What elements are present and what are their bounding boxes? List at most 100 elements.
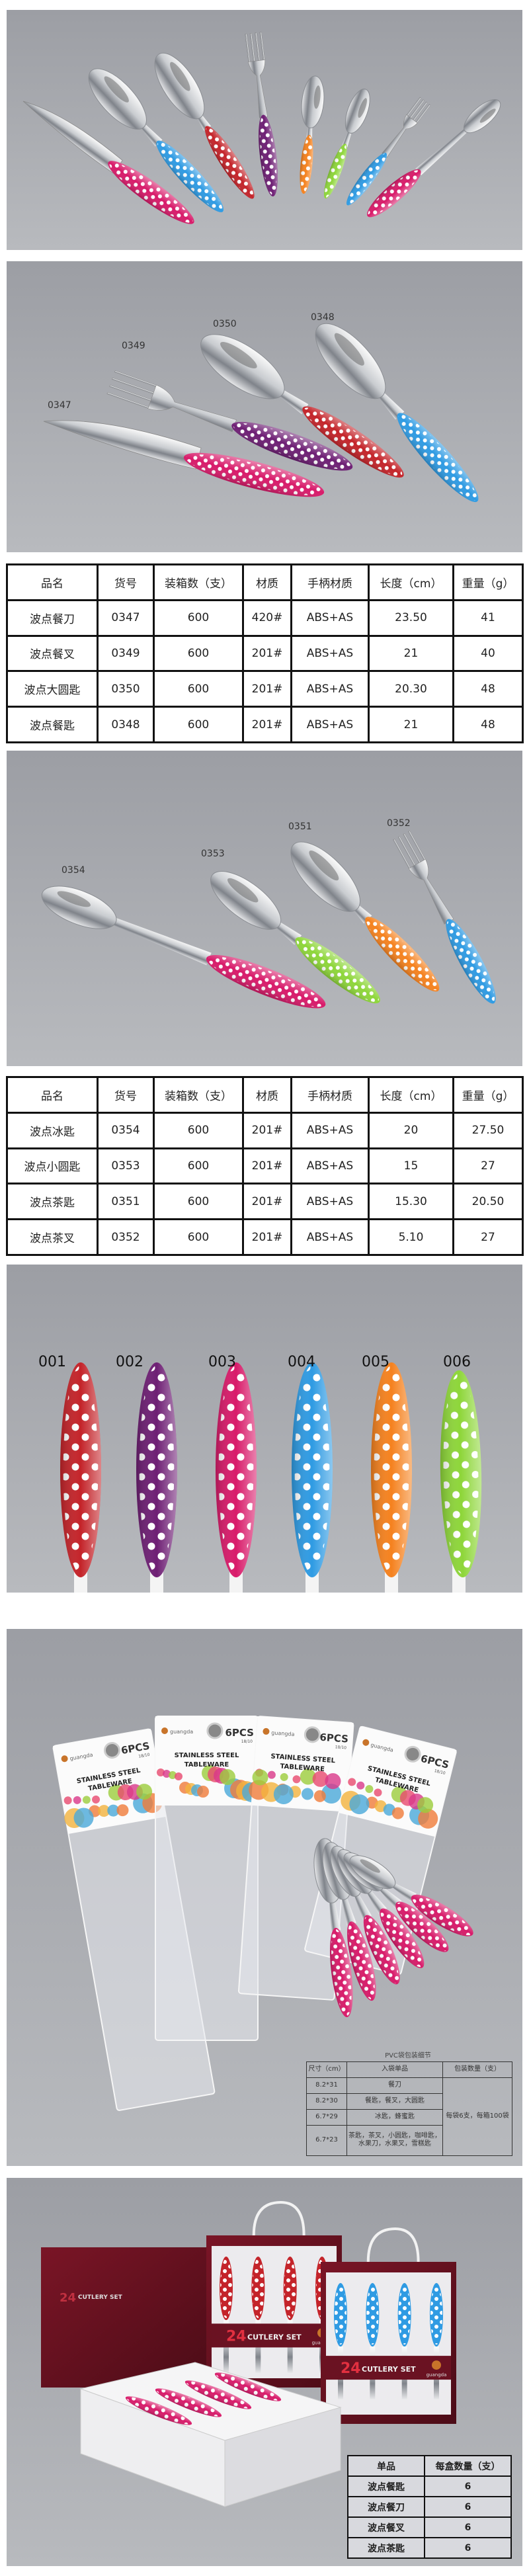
handle-005: [371, 1362, 412, 1577]
column-header: 长度（cm）: [368, 1076, 454, 1114]
table-cell: 5.10: [368, 1218, 454, 1256]
table-cell: ABS+AS: [290, 1183, 370, 1221]
spoon-bowl: [200, 334, 285, 399]
serving-spoon-red: [154, 52, 255, 199]
table-cell: 20: [368, 1111, 454, 1149]
label-0353: 0353: [201, 849, 225, 859]
column-header: 品名: [6, 1076, 99, 1114]
knife-0347: [43, 420, 325, 497]
table-cell: 6: [424, 2496, 512, 2518]
knife-pink: [22, 101, 194, 224]
table-cell: 23.50: [368, 599, 454, 637]
table-cell: 波点餐叉: [6, 634, 99, 673]
spoon-bowl: [41, 886, 117, 929]
spoon-bowl: [464, 99, 501, 134]
table-cell: 420#: [242, 599, 292, 637]
box-label-band: [326, 2356, 451, 2380]
table-cell: 0352: [97, 1218, 155, 1256]
bag-brand: guangda: [271, 1729, 295, 1737]
table-cell: ABS+AS: [290, 634, 370, 673]
spoon-blue: [88, 68, 224, 212]
photo-dinner-set: [7, 261, 522, 552]
spoon-bowl: [345, 89, 370, 134]
table-cell: 201#: [242, 706, 292, 743]
hang-hole-icon: [304, 1726, 321, 1743]
table-cell: 6: [424, 2537, 512, 2559]
hang-hole-icon: [103, 1742, 120, 1759]
carry-handle-icon: [252, 2200, 305, 2236]
table-row: 波点餐叉 6: [347, 2516, 512, 2538]
bundled-spoon: [349, 1855, 473, 1936]
bag-title-line1: STAINLESS STEEL: [175, 1752, 239, 1759]
table-cell: 600: [153, 634, 244, 673]
handle-code-label: 003: [208, 1354, 236, 1370]
box-label: CUTLERY SET: [247, 2333, 302, 2341]
table-cell: 餐刀: [346, 2077, 443, 2094]
table-cell: ABS+AS: [290, 706, 370, 743]
table-cell: 0350: [97, 670, 155, 708]
table-cell: ABS+AS: [290, 1111, 370, 1149]
table-row: 波点大圆匙 0350 600 201# ABS+AS 20.30 48: [6, 670, 524, 708]
brand-logo-icon: [61, 1755, 68, 1763]
column-header: 重量（g）: [452, 563, 524, 601]
table-row: 波点冰匙 0354 600 201# ABS+AS 20 27.50: [6, 1111, 524, 1149]
bag-count: 6PCS: [225, 1727, 254, 1739]
table-cell: 冰匙，蜂蜜匙: [346, 2108, 443, 2126]
table-cell: 0348: [97, 706, 155, 743]
boxed-handle: [214, 2372, 282, 2401]
boxed-handle: [184, 2380, 252, 2409]
bag-title-line2: TABLEWARE: [280, 1763, 325, 1774]
table-cell: 15.30: [368, 1183, 454, 1221]
box-label-band: [212, 2323, 337, 2348]
table-cell: 600: [153, 1147, 244, 1185]
box-number: 24: [226, 2328, 247, 2345]
handle-code-label: 004: [288, 1354, 315, 1370]
table-cell: 0354: [97, 1111, 155, 1149]
hang-hole-icon: [206, 1722, 224, 1739]
table-cell: 0353: [97, 1147, 155, 1185]
table-cell: 6: [424, 2516, 512, 2538]
pvc-title: PVC袋包装细节: [385, 2051, 431, 2059]
table-cell: ABS+AS: [290, 1218, 370, 1256]
box-contents-table: 单品 每盒数量（支） 波点餐匙 6 波点餐刀 6 波点餐叉 6 波点茶匙 6: [347, 2455, 512, 2559]
lid-label: CUTLERY SET: [78, 2294, 123, 2301]
table-cell: 201#: [242, 1111, 292, 1149]
teaspoon-0351: [290, 841, 440, 992]
table-cell: ABS+AS: [290, 1147, 370, 1185]
spoon-bowl: [210, 871, 282, 930]
table-header-row: 尺寸（cm） 入袋单品 包装数量（支）: [306, 2061, 512, 2078]
box-number: 24: [341, 2360, 361, 2377]
handle-code-label: 006: [443, 1354, 471, 1370]
table-cell: 40: [452, 634, 524, 673]
column-header: 手柄材质: [290, 563, 370, 601]
handle-code-label: 002: [116, 1354, 143, 1370]
table-cell: 27.50: [452, 1111, 524, 1149]
table-cell: ABS+AS: [290, 599, 370, 637]
table-cell: 20.50: [452, 1183, 524, 1221]
table-cell: 餐匙，餐叉，大圆匙: [346, 2093, 443, 2110]
table-cell: 600: [153, 670, 244, 708]
table-row: 波点茶匙 0351 600 201# ABS+AS 15.30 20.50: [6, 1183, 524, 1221]
label-0347: 0347: [48, 400, 71, 411]
table-cell: 波点餐刀: [347, 2496, 425, 2518]
table-cell: 波点小圆匙: [6, 1147, 99, 1185]
round-spoon-0350: [200, 334, 404, 478]
handle-002: [136, 1362, 177, 1577]
spoon-bowl: [88, 68, 147, 130]
table-cell: 0351: [97, 1183, 155, 1221]
column-header: 重量（g）: [452, 1076, 524, 1114]
bag-grade: 18/10: [335, 1745, 346, 1750]
table-cell: 0347: [97, 599, 155, 637]
fork-tines: [147, 384, 237, 433]
table-cell: 201#: [242, 1218, 292, 1256]
boxed-handle: [125, 2396, 192, 2425]
table-cell: 波点茶匙: [6, 1183, 99, 1221]
table-cell: 201#: [242, 1147, 292, 1185]
label-0350: 0350: [213, 319, 237, 329]
spec-table-tea: 品名 货号 装箱数（支） 材质 手柄材质 长度（cm） 重量（g） 波点冰匙 0354 600 20…: [6, 1076, 524, 1256]
fork-tines: [248, 60, 268, 118]
column-header: 单品: [347, 2455, 425, 2477]
label-0352: 0352: [387, 818, 411, 829]
tea-fork-blue: [346, 97, 431, 206]
